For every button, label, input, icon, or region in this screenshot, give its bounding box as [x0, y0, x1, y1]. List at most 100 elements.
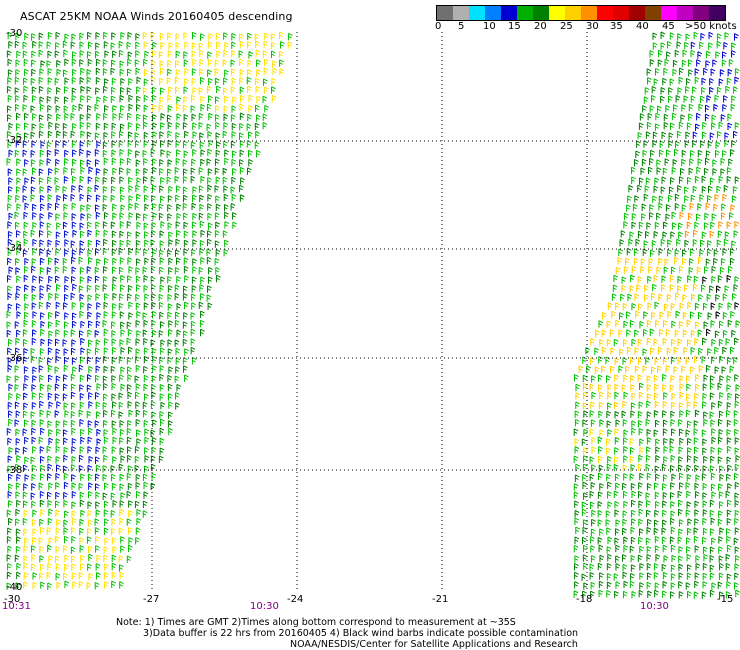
wind-barb	[190, 338, 196, 346]
wind-barb	[71, 482, 77, 490]
wind-barb	[151, 329, 157, 338]
wind-barb	[206, 294, 212, 302]
wind-barb	[16, 50, 22, 59]
wind-barb	[63, 105, 69, 113]
wind-barb	[23, 383, 28, 391]
wind-barb	[79, 59, 84, 67]
wind-barb	[639, 320, 645, 329]
wind-barb	[672, 159, 678, 167]
wind-barb	[726, 581, 732, 589]
wind-barb	[731, 42, 736, 50]
wind-barb	[606, 320, 612, 328]
wind-barb	[634, 329, 639, 338]
wind-barb	[31, 167, 37, 175]
wind-barb	[256, 69, 261, 77]
wind-barb	[95, 464, 101, 473]
wind-barb	[653, 562, 659, 571]
wind-barb	[694, 355, 699, 364]
wind-barb	[6, 105, 12, 113]
wind-barb	[135, 267, 141, 275]
wind-barb	[15, 428, 21, 437]
wind-barb	[46, 571, 52, 580]
wind-barb	[598, 320, 604, 328]
wind-barb	[87, 303, 93, 311]
wind-barb	[102, 221, 108, 229]
wind-barb	[95, 122, 101, 131]
wind-barb	[119, 94, 125, 103]
wind-barb	[167, 159, 173, 167]
wind-barb	[719, 501, 724, 509]
wind-barb	[726, 517, 732, 526]
wind-barb	[183, 257, 189, 265]
wind-barb	[23, 509, 29, 518]
wind-barb	[152, 140, 158, 149]
wind-barb	[697, 203, 703, 211]
wind-barb	[119, 239, 125, 248]
wind-barb	[102, 68, 108, 76]
wind-barb	[639, 382, 644, 391]
wind-barb	[207, 276, 213, 284]
wind-barb	[103, 95, 109, 104]
wind-barb	[103, 238, 108, 247]
wind-barb	[24, 436, 29, 445]
wind-barb	[714, 94, 720, 103]
wind-barb	[112, 50, 117, 58]
wind-barb	[159, 447, 165, 455]
wind-barb	[119, 428, 125, 437]
wind-barb	[38, 32, 44, 40]
wind-barb	[611, 293, 617, 301]
wind-barb	[223, 140, 228, 149]
wind-barb	[649, 204, 654, 212]
wind-barb	[192, 186, 198, 194]
wind-barb	[629, 438, 635, 446]
wind-barb	[693, 275, 699, 284]
wind-barb	[47, 364, 53, 373]
wind-barb	[706, 328, 711, 337]
wind-barb	[652, 283, 657, 292]
wind-barb	[192, 230, 198, 238]
wind-barb	[263, 40, 269, 49]
wind-barb	[678, 446, 684, 454]
wind-barb	[622, 527, 627, 536]
wind-barb	[78, 364, 84, 373]
wind-barb	[692, 131, 698, 139]
wind-barb	[644, 284, 649, 293]
wind-barb	[638, 391, 644, 400]
wind-barb	[734, 527, 740, 535]
wind-barb	[614, 509, 620, 517]
wind-barb	[111, 77, 117, 86]
wind-barb	[118, 266, 124, 275]
wind-barb	[127, 58, 132, 67]
wind-barb	[55, 239, 61, 248]
wind-barb	[239, 112, 245, 121]
wind-barb	[127, 366, 132, 374]
wind-barb	[702, 509, 708, 517]
wind-barb	[55, 472, 61, 481]
wind-barb	[627, 195, 632, 203]
wind-barb	[142, 401, 148, 410]
wind-barb	[142, 87, 148, 95]
wind-barb	[160, 122, 165, 130]
wind-barb	[239, 77, 244, 85]
wind-barb	[637, 230, 643, 239]
wind-barb	[135, 293, 140, 302]
wind-barb	[176, 213, 182, 221]
wind-barb	[647, 275, 652, 284]
wind-barb	[79, 32, 85, 41]
wind-barb	[87, 510, 93, 518]
wind-barb	[54, 50, 60, 58]
wind-barb	[71, 221, 77, 229]
wind-barb	[168, 366, 174, 374]
wind-barb	[182, 194, 188, 203]
wind-barb	[22, 168, 28, 176]
legend-swatch	[677, 6, 693, 20]
wind-barb	[151, 257, 156, 265]
wind-barb	[6, 536, 12, 544]
wind-barb	[640, 265, 645, 274]
wind-barb	[78, 103, 84, 112]
wind-barb	[54, 177, 60, 185]
wind-barb	[103, 382, 108, 391]
wind-barb	[601, 346, 607, 355]
lon-label: -24	[287, 594, 303, 605]
wind-barb	[207, 212, 213, 221]
